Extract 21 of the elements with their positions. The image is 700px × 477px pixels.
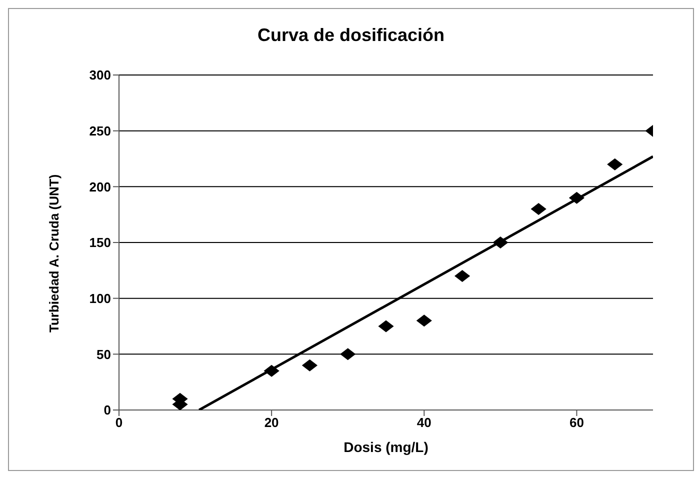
x-axis-title: Dosis (mg/L) [344,439,428,455]
point [340,348,356,360]
x-tick-label: 20 [264,415,279,430]
point [530,203,546,215]
x-tick-label: 0 [115,415,123,430]
point [416,314,432,327]
y-tick-label: 300 [89,68,111,83]
point [302,359,318,372]
point [378,320,394,332]
y-tick-label: 50 [96,346,111,362]
y-tick-label: 250 [89,123,111,138]
point [607,158,623,170]
x-tick-label: 60 [569,415,584,430]
y-axis-title: Turbiedad A. Cruda (UNT) [46,174,62,332]
y-tick-label: 150 [89,235,111,250]
y-tick-label: 0 [104,402,111,418]
y-tick-label: 200 [89,179,111,194]
chart-title: Curva de dosificación [256,24,446,47]
y-tick-label: 100 [89,290,111,306]
point [454,270,470,282]
x-tick-label: 40 [416,415,432,430]
